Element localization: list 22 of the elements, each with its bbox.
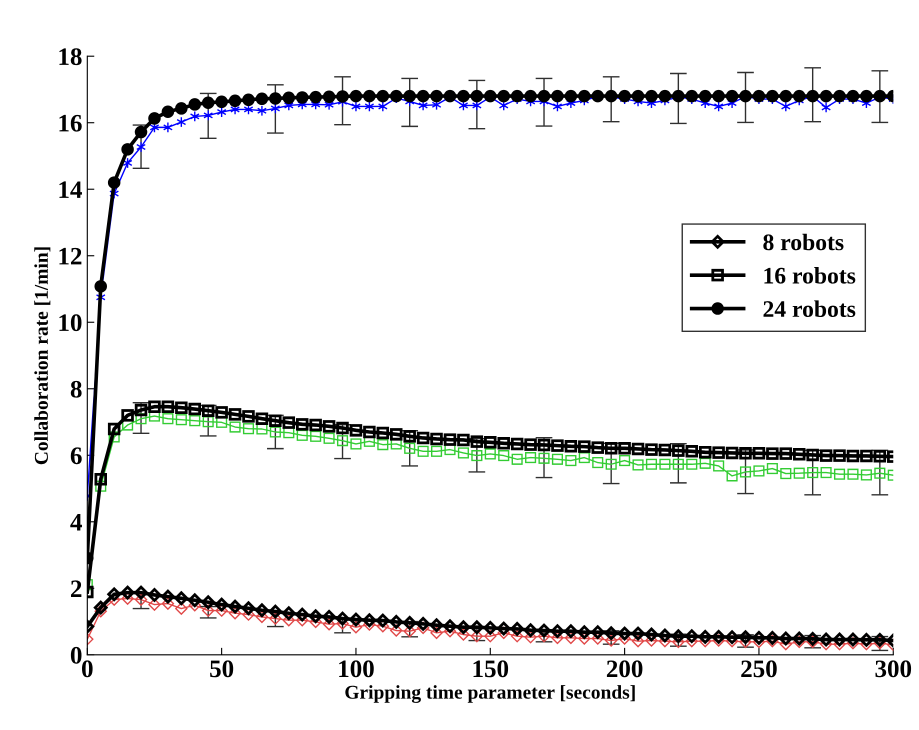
x-tick-label: 100: [339, 660, 374, 678]
y-axis-title: Collaboration rate [1/min]: [34, 247, 50, 464]
x-tick-label: 300: [875, 660, 912, 678]
x-tick-label: 250: [741, 660, 777, 678]
y-tick-label: 12: [59, 248, 82, 264]
x-tick-label: 150: [474, 660, 508, 678]
legend-label: 24 robots: [764, 300, 856, 318]
y-tick-label: 10: [59, 314, 82, 332]
y-tick-label: 6: [70, 447, 82, 464]
y-tick-label: 2: [70, 580, 82, 597]
x-tick-label: 0: [82, 660, 93, 678]
x-axis-title: Gripping time parameter [seconds]: [345, 685, 635, 703]
y-tick-label: 18: [59, 48, 82, 66]
x-tick-label: 200: [606, 660, 642, 678]
y-tick-label: 14: [59, 181, 82, 198]
x-tick-label: 50: [210, 660, 234, 678]
y-tick-label: 8: [70, 380, 82, 398]
legend-label: 16 robots: [764, 267, 856, 284]
y-tick-label: 0: [70, 646, 82, 664]
legend-label: 8 robots: [763, 234, 844, 250]
y-tick-label: 16: [59, 114, 82, 132]
y-tick-label: 4: [70, 514, 82, 530]
